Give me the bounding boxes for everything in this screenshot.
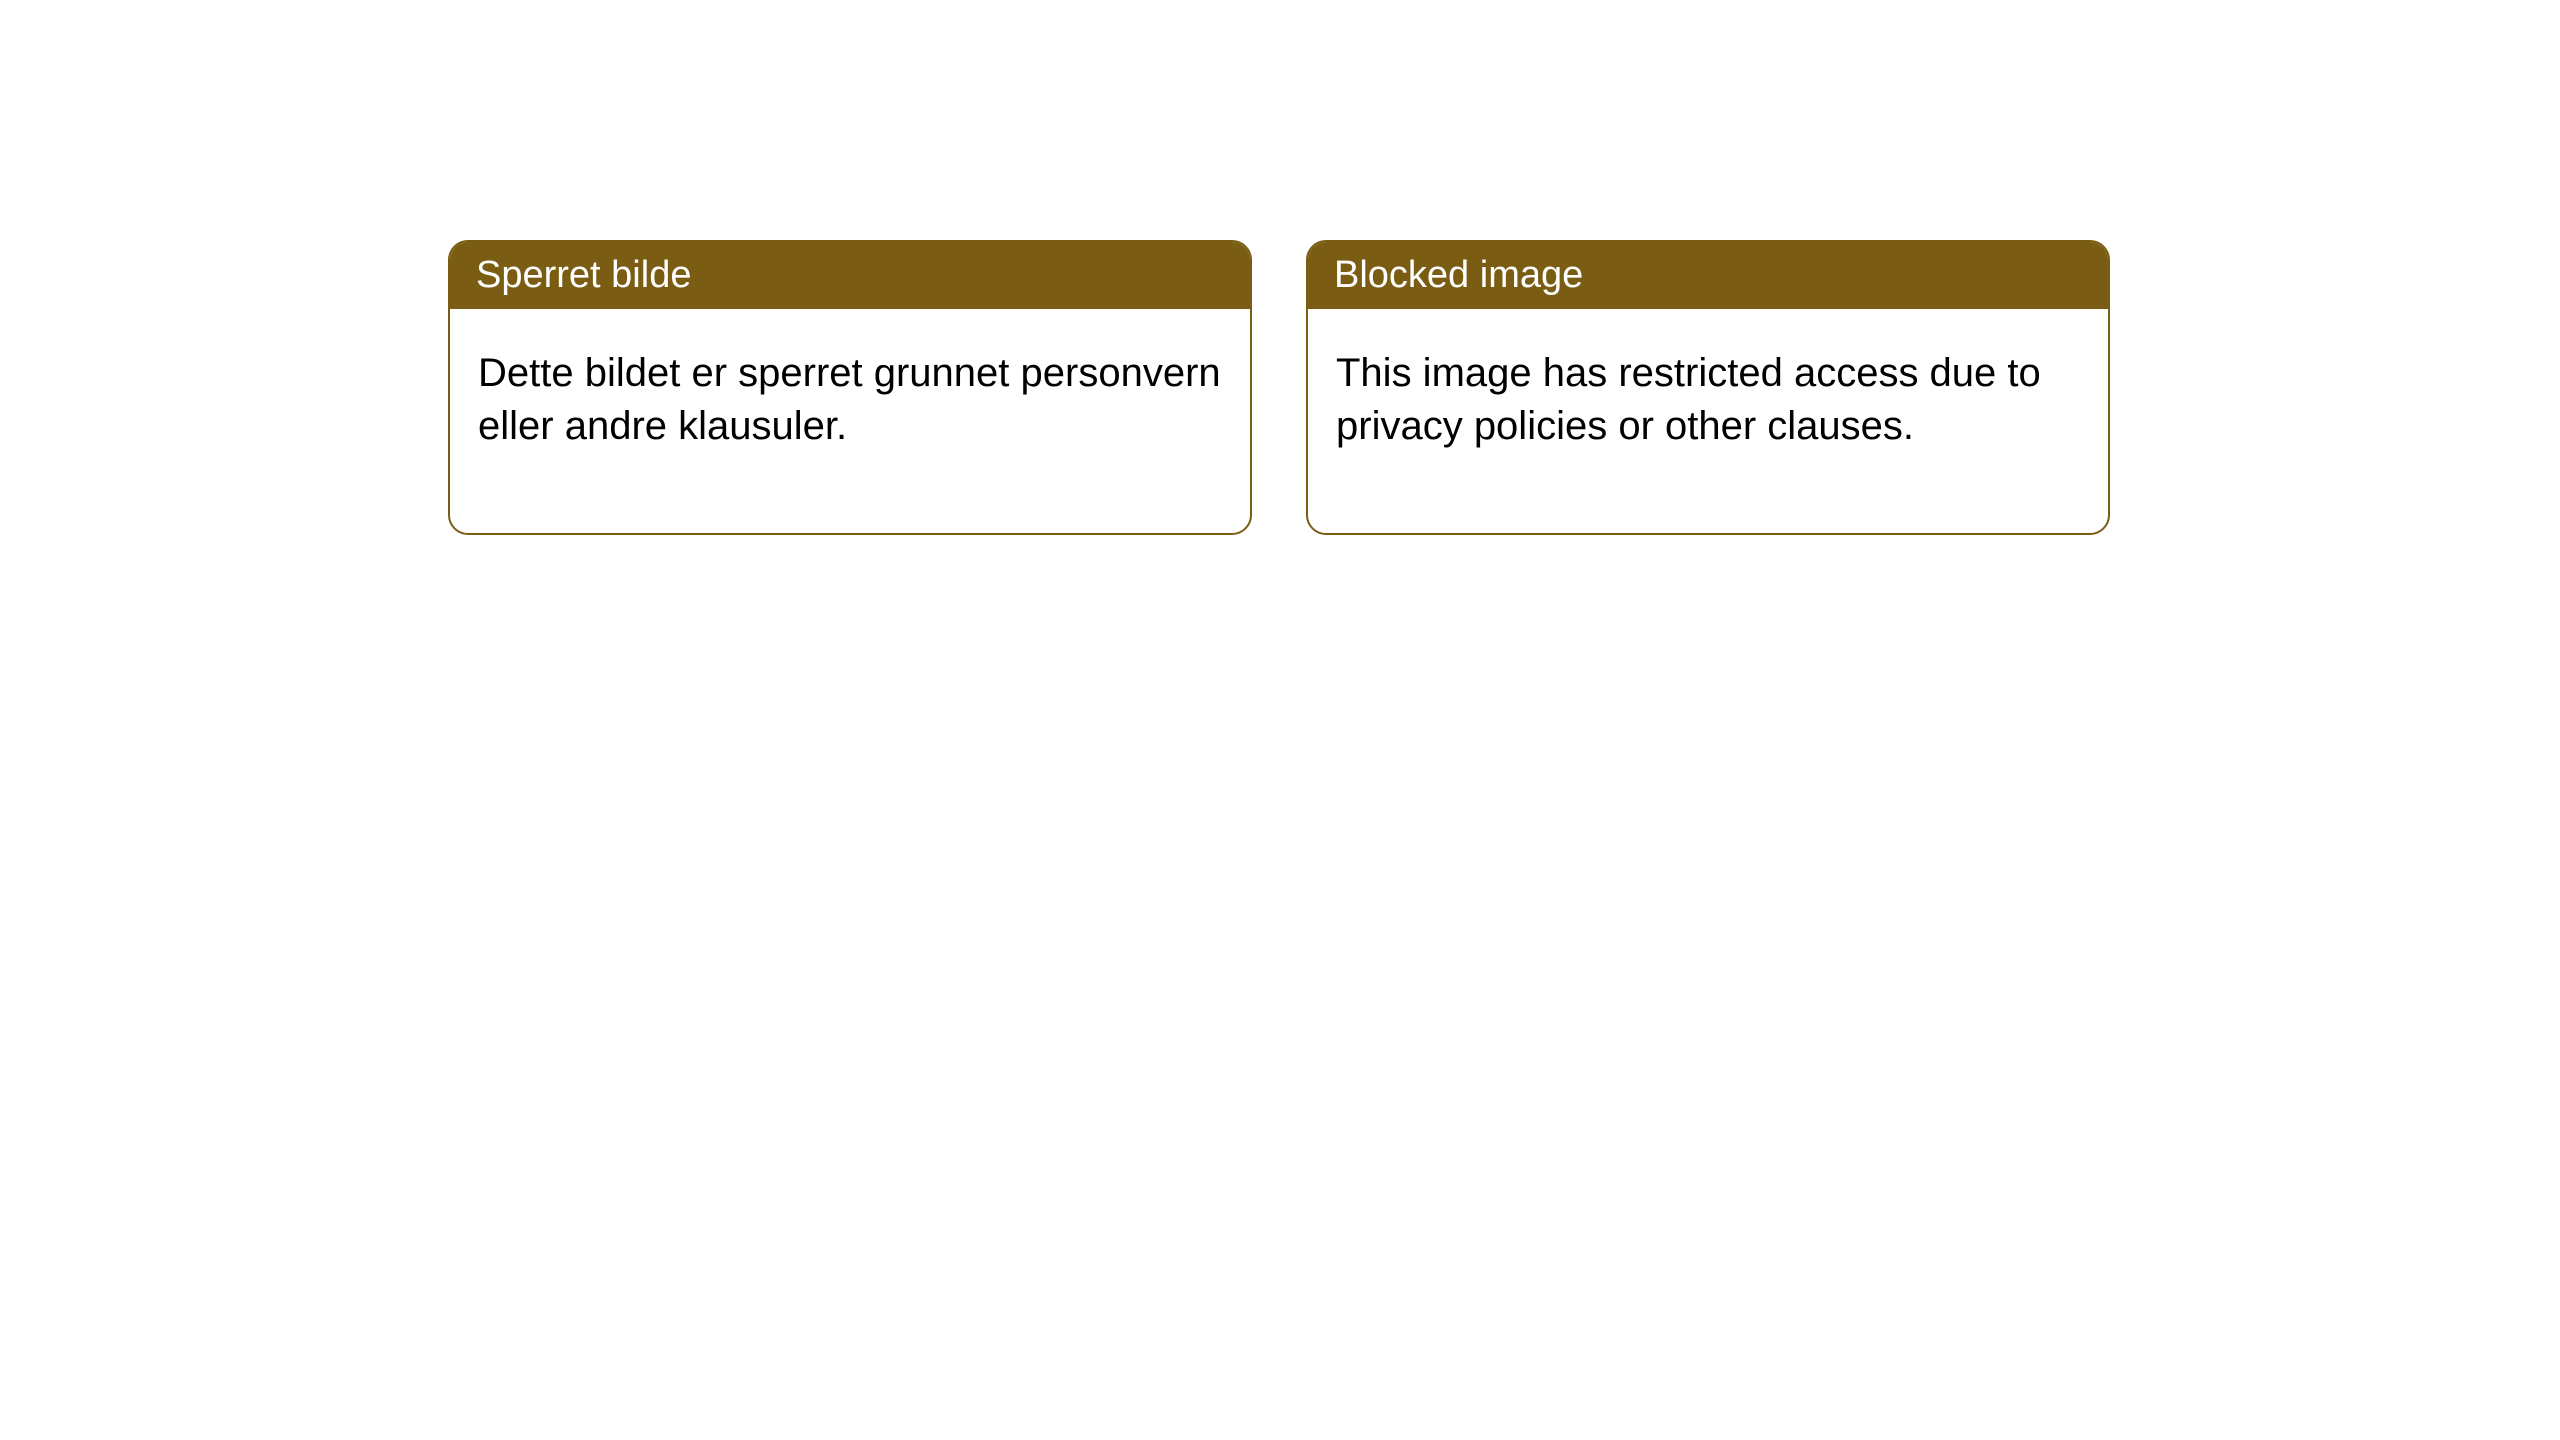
card-body: Dette bildet er sperret grunnet personve… <box>450 309 1250 533</box>
card-body-text: Dette bildet er sperret grunnet personve… <box>478 351 1221 448</box>
card-body: This image has restricted access due to … <box>1308 309 2108 533</box>
cards-container: Sperret bilde Dette bildet er sperret gr… <box>0 0 2560 535</box>
card-body-text: This image has restricted access due to … <box>1336 351 2041 448</box>
blocked-image-card-norwegian: Sperret bilde Dette bildet er sperret gr… <box>448 240 1252 535</box>
blocked-image-card-english: Blocked image This image has restricted … <box>1306 240 2110 535</box>
card-title: Blocked image <box>1334 254 1583 296</box>
card-title: Sperret bilde <box>476 254 691 296</box>
card-header: Blocked image <box>1308 242 2108 309</box>
card-header: Sperret bilde <box>450 242 1250 309</box>
